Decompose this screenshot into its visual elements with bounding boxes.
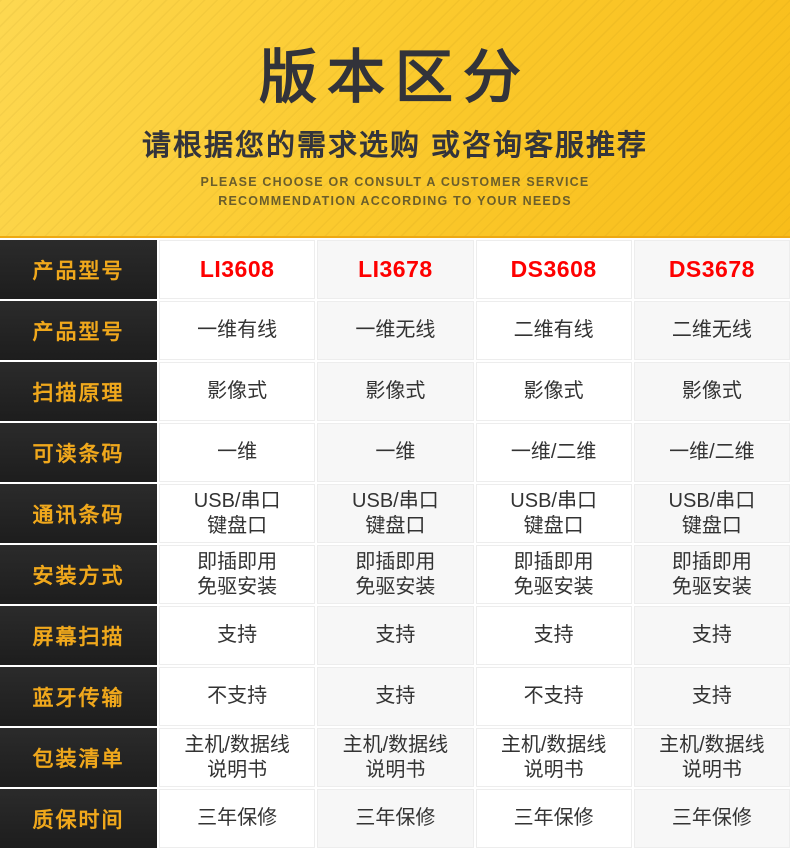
page-subtitle-english-line2: RECOMMENDATION ACCORDING TO YOUR NEEDS — [218, 193, 572, 208]
value-cell: 影像式 — [633, 362, 790, 421]
page-subtitle: 请根据您的需求选购 或咨询客服推荐 — [141, 129, 649, 162]
value-cell: 一维/二维 — [475, 423, 632, 482]
value-cell: 支持 — [475, 606, 632, 665]
row-label: 产品型号 — [0, 240, 157, 299]
model-name-cell: DS3608 — [475, 240, 632, 299]
value-cell: 一维有线 — [159, 301, 316, 360]
value-cell: 二维有线 — [475, 301, 632, 360]
value-cell: USB/串口 键盘口 — [317, 484, 474, 543]
row-label: 通讯条码 — [0, 484, 157, 543]
value-cell: 三年保修 — [317, 789, 474, 848]
page-subtitle-english-line1: PLEASE CHOOSE OR CONSULT A CUSTOMER SERV… — [200, 174, 590, 189]
value-cell: 主机/数据线 说明书 — [159, 728, 316, 787]
value-cell: 一维 — [159, 423, 316, 482]
value-cell: 即插即用 免驱安装 — [633, 545, 790, 604]
value-cell: 即插即用 免驱安装 — [475, 545, 632, 604]
model-name-cell: LI3678 — [317, 240, 474, 299]
model-name-cell: LI3608 — [159, 240, 316, 299]
value-cell: 二维无线 — [633, 301, 790, 360]
row-label: 扫描原理 — [0, 362, 157, 421]
value-cell: 支持 — [633, 606, 790, 665]
value-cell: USB/串口 键盘口 — [475, 484, 632, 543]
row-label: 安装方式 — [0, 545, 157, 604]
model-name-cell: DS3678 — [633, 240, 790, 299]
value-cell: 主机/数据线 说明书 — [475, 728, 632, 787]
value-cell: 影像式 — [475, 362, 632, 421]
value-cell: USB/串口 键盘口 — [159, 484, 316, 543]
value-cell: 三年保修 — [159, 789, 316, 848]
page-subtitle-english: PLEASE CHOOSE OR CONSULT A CUSTOMER SERV… — [0, 173, 790, 211]
row-label: 产品型号 — [0, 301, 157, 360]
value-cell: 即插即用 免驱安装 — [159, 545, 316, 604]
row-label: 可读条码 — [0, 423, 157, 482]
value-cell: 支持 — [317, 606, 474, 665]
row-label: 蓝牙传输 — [0, 667, 157, 726]
value-cell: 三年保修 — [633, 789, 790, 848]
value-cell: 三年保修 — [475, 789, 632, 848]
value-cell: 不支持 — [475, 667, 632, 726]
value-cell: 支持 — [633, 667, 790, 726]
row-label: 质保时间 — [0, 789, 157, 848]
comparison-table: 产品型号 LI3608 LI3678 DS3608 DS3678 产品型号 一维有线 一维无线… — [0, 238, 790, 848]
value-cell: 支持 — [159, 606, 316, 665]
value-cell: 不支持 — [159, 667, 316, 726]
value-cell: 一维 — [317, 423, 474, 482]
value-cell: 即插即用 免驱安装 — [317, 545, 474, 604]
value-cell: 主机/数据线 说明书 — [317, 728, 474, 787]
hero-banner: 版本区分 请根据您的需求选购 或咨询客服推荐 PLEASE CHOOSE OR … — [0, 0, 790, 238]
value-cell: 影像式 — [159, 362, 316, 421]
value-cell: 主机/数据线 说明书 — [633, 728, 790, 787]
value-cell: 一维/二维 — [633, 423, 790, 482]
value-cell: USB/串口 键盘口 — [633, 484, 790, 543]
row-label: 包装清单 — [0, 728, 157, 787]
value-cell: 一维无线 — [317, 301, 474, 360]
value-cell: 影像式 — [317, 362, 474, 421]
page-title: 版本区分 — [258, 45, 531, 110]
value-cell: 支持 — [317, 667, 474, 726]
row-label: 屏幕扫描 — [0, 606, 157, 665]
